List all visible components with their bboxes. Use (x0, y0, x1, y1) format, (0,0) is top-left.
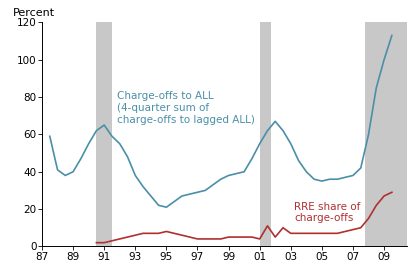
Bar (260, 22, 271, 246)
Text: Charge-offs to ALL
(4-quarter sum of
charge-offs to lagged ALL): Charge-offs to ALL (4-quarter sum of cha… (117, 92, 255, 125)
Bar (365, 22, 407, 246)
Text: Percent: Percent (13, 8, 55, 18)
Text: RRE share of
charge-offs: RRE share of charge-offs (294, 202, 360, 223)
Bar (97, 22, 112, 246)
